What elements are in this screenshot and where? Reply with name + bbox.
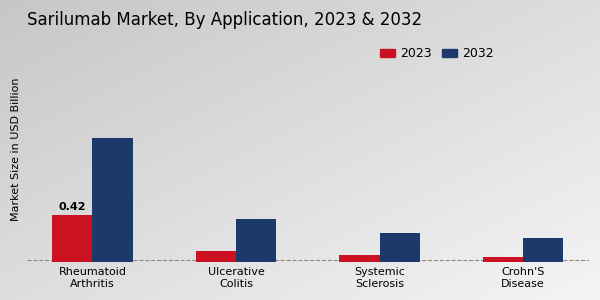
Text: Sarilumab Market, By Application, 2023 & 2032: Sarilumab Market, By Application, 2023 &…: [26, 11, 422, 29]
Bar: [523, 238, 563, 262]
Bar: [196, 251, 236, 262]
Text: 0.42: 0.42: [59, 202, 86, 212]
Bar: [380, 233, 420, 262]
Bar: [92, 138, 133, 262]
Y-axis label: Market Size in USD Billion: Market Size in USD Billion: [11, 78, 21, 221]
Legend: 2023, 2032: 2023, 2032: [375, 43, 499, 65]
Bar: [52, 215, 92, 262]
Bar: [236, 219, 276, 262]
Bar: [483, 257, 523, 262]
Bar: [340, 254, 380, 262]
